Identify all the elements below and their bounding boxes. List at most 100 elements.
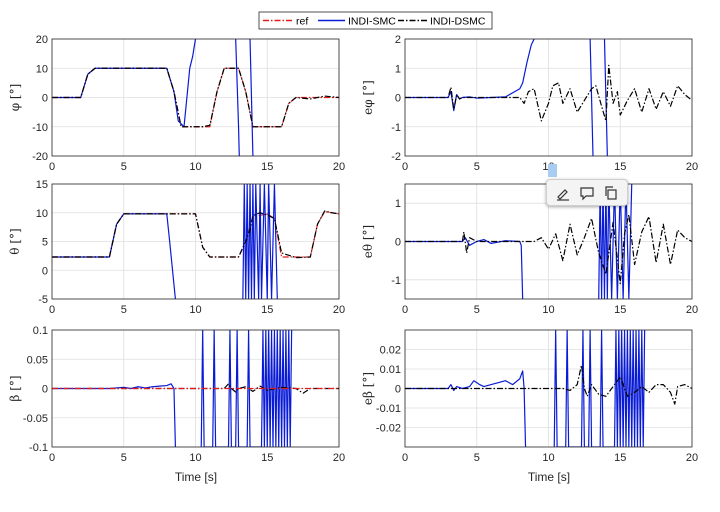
- series-line-indi-dsmc: [405, 214, 692, 285]
- panel-etheta: 0 5 10 15 20 -1 0 1 eθ [°]: [361, 183, 698, 316]
- y-axis-label-theta: θ [°]: [8, 228, 22, 254]
- legend-label-indi-dsmc: INDI-DSMC: [430, 16, 486, 28]
- y-tick-label: 0: [42, 93, 48, 105]
- x-tick-label: 20: [333, 161, 345, 173]
- series-line-indi-smc: [235, 39, 240, 156]
- y-tick-label: 10: [36, 63, 48, 75]
- x-tick-label: 0: [49, 452, 55, 464]
- x-axis-label-left: Time [s]: [175, 470, 217, 484]
- y-tick-label: 0: [395, 93, 401, 105]
- axes-frame-beta: [51, 329, 340, 448]
- y-tick-label: 0: [395, 384, 401, 396]
- y-tick-label: 0: [42, 384, 48, 396]
- x-tick-label: 0: [402, 161, 408, 173]
- y-tick-label: -10: [32, 122, 48, 134]
- comment-icon[interactable]: [577, 183, 597, 203]
- axes-frame-ebeta: [404, 329, 693, 448]
- axes-frame-phi: [51, 38, 340, 157]
- x-tick-label: 0: [402, 452, 408, 464]
- y-tick-label: -0.1: [29, 442, 48, 454]
- y-tick-label: -1: [391, 122, 401, 134]
- y-tick-label: 10: [36, 208, 48, 220]
- series-line-indi-smc: [589, 39, 594, 156]
- x-tick-label: 20: [333, 452, 345, 464]
- x-tick-label: 15: [614, 304, 626, 316]
- series-line-indi-smc: [405, 39, 535, 112]
- series-line-indi-dsmc: [405, 364, 692, 405]
- x-tick-label: 10: [189, 161, 201, 173]
- series-group-etheta: [405, 184, 692, 299]
- copy-icon[interactable]: [601, 183, 621, 203]
- x-tick-label: 20: [686, 161, 698, 173]
- y-tick-label: 20: [36, 34, 48, 46]
- series-line-indi-smc: [603, 39, 608, 156]
- y-tick-label: 2: [395, 34, 401, 46]
- x-tick-label: 15: [614, 161, 626, 173]
- y-tick-label: 0: [395, 237, 401, 249]
- x-tick-label: 15: [261, 304, 273, 316]
- legend-label-indi-smc: INDI-SMC: [348, 16, 396, 28]
- y-tick-label: 0.02: [380, 345, 401, 357]
- y-tick-label: -0.05: [23, 413, 48, 425]
- x-tick-label: 10: [189, 304, 201, 316]
- y-axis-label-ephi: eφ [°]: [361, 80, 375, 115]
- y-tick-label: 0: [42, 265, 48, 277]
- x-tick-label: 5: [474, 452, 480, 464]
- x-tick-label: 5: [121, 304, 127, 316]
- x-tick-label: 5: [121, 161, 127, 173]
- y-tick-label: 0.05: [27, 354, 48, 366]
- series-line-indi-dsmc: [52, 67, 339, 128]
- y-tick-label: -2: [391, 151, 401, 163]
- y-tick-label: -5: [38, 294, 48, 306]
- series-group-ebeta: [405, 330, 692, 447]
- y-axis-label-phi: φ [°]: [8, 84, 22, 112]
- y-tick-label: 5: [42, 237, 48, 249]
- y-tick-label: -1: [391, 275, 401, 287]
- x-tick-label: 20: [686, 304, 698, 316]
- series-line-indi-dsmc: [52, 383, 339, 394]
- y-axis-label-etheta: eθ [°]: [361, 225, 375, 259]
- series-group-beta: [52, 330, 339, 447]
- x-tick-label: 5: [474, 304, 480, 316]
- y-axis-label-beta: β [°]: [8, 375, 22, 401]
- y-tick-label: 15: [36, 179, 48, 191]
- series-line-indi-smc: [52, 383, 177, 447]
- axes-frame-theta: [51, 183, 340, 300]
- series-group-phi: [52, 39, 339, 156]
- series-group-theta: [52, 184, 339, 299]
- x-tick-label: 0: [49, 304, 55, 316]
- x-tick-label: 15: [261, 452, 273, 464]
- x-tick-label: 10: [542, 452, 554, 464]
- y-tick-label: -0.02: [376, 423, 401, 435]
- series-line-indi-dsmc: [52, 210, 339, 259]
- text-selection-highlight: [548, 164, 557, 177]
- axes-frame-ephi: [404, 38, 693, 157]
- y-tick-label: 0.1: [33, 325, 48, 337]
- y-tick-label: -0.01: [376, 403, 401, 415]
- series-group-ephi: [405, 39, 692, 156]
- series-line-indi-smc: [249, 39, 254, 156]
- legend: ref INDI-SMC INDI-DSMC: [258, 11, 493, 30]
- series-line-indi-dsmc: [405, 64, 692, 122]
- x-axis-label-right: Time [s]: [528, 470, 570, 484]
- panel-phi: 0 5 10 15 20 -20 -10 0 10 20 φ [°]: [8, 34, 345, 173]
- y-tick-label: 1: [395, 198, 401, 210]
- legend-label-ref: ref: [296, 16, 308, 28]
- x-tick-label: 0: [49, 161, 55, 173]
- y-tick-label: 1: [395, 63, 401, 75]
- x-tick-label: 5: [474, 161, 480, 173]
- x-tick-label: 0: [402, 304, 408, 316]
- x-tick-label: 15: [261, 161, 273, 173]
- highlight-icon[interactable]: [553, 183, 573, 203]
- panel-ebeta: 0 5 10 15 20 -0.02 -0.01 0 0.01 0.02 eβ [°]: [361, 329, 698, 464]
- x-tick-label: 10: [542, 304, 554, 316]
- x-tick-label: 20: [686, 452, 698, 464]
- x-tick-label: 15: [614, 452, 626, 464]
- y-tick-label: -20: [32, 151, 48, 163]
- panel-beta: 0 5 10 15 20 -0.1 -0.05 0 0.05 0.1 β [°]: [8, 325, 345, 464]
- x-tick-label: 5: [121, 452, 127, 464]
- floating-annotation-toolbar: [546, 179, 628, 206]
